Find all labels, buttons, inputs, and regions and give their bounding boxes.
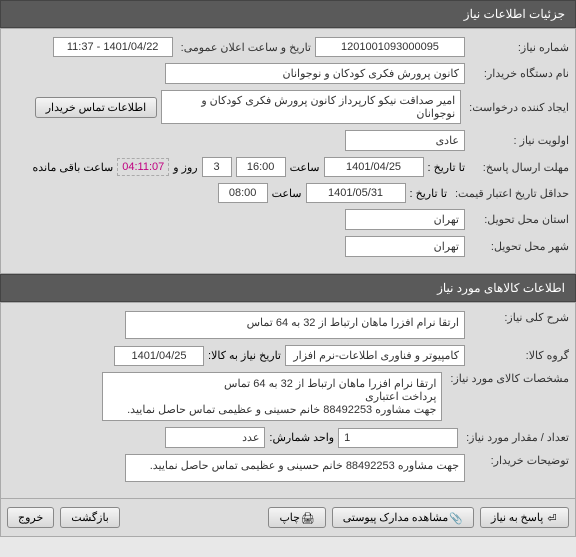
need-number-label: شماره نیاز: <box>469 41 569 54</box>
section2-header: اطلاعات کالاهای مورد نیاز <box>0 274 576 302</box>
province-field: تهران <box>345 209 465 230</box>
city-label: شهر محل تحویل: <box>469 240 569 253</box>
section2-title: اطلاعات کالاهای مورد نیاز <box>437 281 565 295</box>
priority-label: اولویت نیاز : <box>469 134 569 147</box>
section1-title: جزئیات اطلاعات نیاز <box>464 7 565 21</box>
overall-label: شرح کلی نیاز: <box>469 311 569 324</box>
print-button[interactable]: 🖨 چاپ <box>268 507 325 528</box>
city-field: تهران <box>345 236 465 257</box>
qty-label: تعداد / مقدار مورد نیاز: <box>462 431 569 444</box>
print-label: چاپ <box>279 512 300 524</box>
unit-field: عدد <box>165 427 265 448</box>
group-field: کامپیوتر و فناوری اطلاعات-نرم افزار <box>285 345 465 366</box>
bottom-bar: ⏎ پاسخ به نیاز 📎 مشاهده مدارک پیوستی 🖨 چ… <box>0 499 576 537</box>
overall-text: ارتقا نرام افزرا ماهان ارتباط از 32 به 6… <box>125 311 465 339</box>
back-label: بازگشت <box>71 512 109 524</box>
qty-field: 1 <box>338 428 458 448</box>
credit-time-field: 08:00 <box>218 183 268 203</box>
days-value: 3 <box>202 157 232 177</box>
buyer-org-field: کانون پرورش فکری کودکان و نوجوانان <box>165 63 465 84</box>
reply-deadline-label: مهلت ارسال پاسخ: <box>469 161 569 174</box>
buyer-notes-text: جهت مشاوره 88492253 خانم حسینی و عظیمی ت… <box>125 454 465 482</box>
need-date-label: تاریخ نیاز به کالا: <box>208 349 281 362</box>
reply-label: پاسخ به نیاز <box>491 512 543 524</box>
spec-label: مشخصات کالای مورد نیاز: <box>446 372 569 385</box>
exit-button[interactable]: خروج <box>7 507 54 528</box>
hour-label-1: ساعت <box>290 161 320 174</box>
requester-label: ایجاد کننده درخواست: <box>465 101 569 114</box>
section1-header: جزئیات اطلاعات نیاز <box>0 0 576 28</box>
buyer-org-label: نام دستگاه خریدار: <box>469 67 569 80</box>
buyer-contact-button[interactable]: اطلاعات تماس خریدار <box>35 97 157 118</box>
buyer-notes-label: توضیحات خریدار: <box>469 454 569 467</box>
need-date-field: 1401/04/25 <box>114 346 204 366</box>
unit-label: واحد شمارش: <box>269 431 334 444</box>
province-label: استان محل تحویل: <box>469 213 569 226</box>
spec-text: ارتقا نرام افزرا ماهان ارتباط از 32 به 6… <box>102 372 442 421</box>
section1-body: شماره نیاز: 1201001093000095 تاریخ و ساع… <box>0 28 576 274</box>
requester-field: امیر صداقت نیکو کارپرداز کانون پرورش فکر… <box>161 90 461 124</box>
priority-field: عادی <box>345 130 465 151</box>
to-date-label-1: تا تاریخ : <box>428 161 465 174</box>
left-buttons: ⏎ پاسخ به نیاز 📎 مشاهده مدارک پیوستی 🖨 چ… <box>268 507 569 528</box>
credit-deadline-label: حداقل تاریخ اعتبار قیمت: <box>451 187 569 200</box>
to-date-label-2: تا تاریخ : <box>410 187 447 200</box>
announce-label: تاریخ و ساعت اعلان عمومی: <box>177 41 311 54</box>
remain-suffix: ساعت باقی مانده <box>33 161 114 174</box>
hour-label-2: ساعت <box>272 187 302 200</box>
attachment-icon: 📎 <box>451 512 463 524</box>
need-number-field: 1201001093000095 <box>315 37 465 57</box>
announce-value: 1401/04/22 - 11:37 <box>53 37 173 57</box>
reply-date-field: 1401/04/25 <box>324 157 424 177</box>
reply-icon: ⏎ <box>546 512 558 524</box>
right-buttons: بازگشت خروج <box>7 507 120 528</box>
exit-label: خروج <box>18 512 43 524</box>
time-remaining: 04:11:07 <box>117 158 169 176</box>
view-docs-button[interactable]: 📎 مشاهده مدارک پیوستی <box>332 507 474 528</box>
view-docs-label: مشاهده مدارک پیوستی <box>343 512 449 524</box>
back-button[interactable]: بازگشت <box>60 507 120 528</box>
reply-time-field: 16:00 <box>236 157 286 177</box>
days-suffix: روز و <box>173 161 197 174</box>
group-label: گروه کالا: <box>469 349 569 362</box>
print-icon: 🖨 <box>303 512 315 524</box>
credit-date-field: 1401/05/31 <box>306 183 406 203</box>
section2-body: شرح کلی نیاز: ارتقا نرام افزرا ماهان ارت… <box>0 302 576 499</box>
reply-button[interactable]: ⏎ پاسخ به نیاز <box>480 507 569 528</box>
